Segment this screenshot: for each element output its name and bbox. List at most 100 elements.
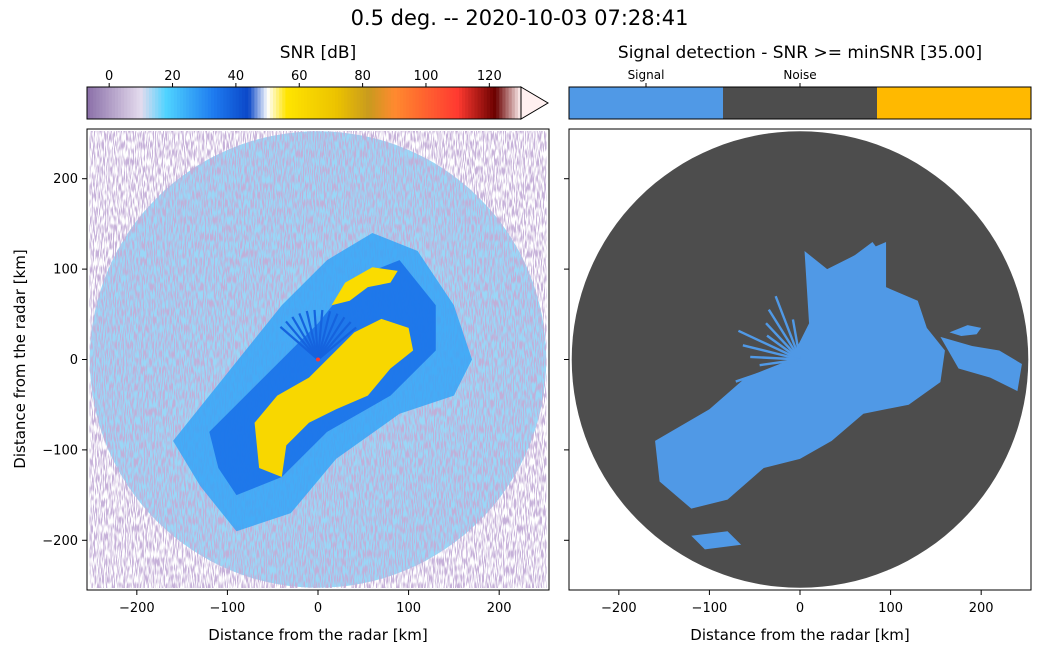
snr-colorbar-segment	[201, 87, 206, 119]
snr-colorbar-segment	[316, 87, 321, 119]
snr-colorbar-segment	[390, 87, 395, 119]
snr-colorbar-segment	[428, 87, 432, 119]
snr-y-tick-label: −100	[42, 443, 78, 458]
snr-colorbar-segment	[412, 87, 417, 119]
snr-colorbar-segment	[375, 87, 379, 119]
snr-colorbar-segment	[440, 87, 445, 119]
detection-signal-region	[655, 241, 945, 509]
snr-colorbar-segment	[99, 87, 104, 119]
snr-colorbar-segment	[471, 87, 476, 119]
detection-spoke	[759, 358, 801, 367]
detection-radial-spokes	[735, 295, 802, 383]
snr-colorbar-segment	[310, 87, 314, 119]
snr-colorbar-segment	[431, 87, 435, 119]
snr-colorbar-segment	[384, 87, 389, 119]
snr-colorbar-segment	[229, 87, 234, 119]
snr-colorbar-segment	[372, 87, 376, 119]
snr-colorbar-segment	[331, 87, 336, 119]
snr-colorbar-segment	[282, 87, 286, 119]
snr-colorbar-segment	[477, 87, 482, 119]
snr-colorbar-segment	[242, 87, 246, 119]
snr-colorbar-segment	[220, 87, 224, 119]
detection-colorbar-tick-label: Signal	[628, 68, 665, 82]
detection-colorbar-segment	[569, 87, 724, 119]
snr-colorbar-segment	[514, 87, 519, 119]
detection-colorbar-segment	[877, 87, 1032, 119]
detection-spoke	[742, 344, 801, 361]
snr-colorbar-segment	[102, 87, 107, 119]
snr-colorbar: 0 20 40 60 80 100 120	[86, 69, 549, 120]
snr-colorbar-segment	[136, 87, 141, 119]
snr-spoke	[291, 316, 319, 361]
snr-colorbar-segment	[257, 87, 262, 119]
snr-colorbar-segment	[276, 87, 280, 119]
detection-colorbar: Signal Noise	[568, 68, 1032, 120]
snr-colorbar-segment	[328, 87, 333, 119]
snr-colorbar-segment	[480, 87, 485, 119]
detection-axes: −200 −100 0 100 200	[564, 128, 1032, 616]
snr-colorbar-segment	[517, 87, 522, 119]
snr-y-axis-label: Distance from the radar [km]	[11, 249, 29, 469]
snr-colorbar-segment	[198, 87, 203, 119]
snr-colorbar-segment	[248, 87, 252, 119]
snr-colorbar-segment	[142, 87, 147, 119]
snr-radial-spokes	[279, 309, 357, 361]
snr-colorbar-segment	[167, 87, 172, 119]
snr-colorbar-segment	[397, 87, 401, 119]
snr-colorbar-segment	[130, 87, 135, 119]
snr-colorbar-segment	[195, 87, 200, 119]
snr-colorbar-segment	[341, 87, 345, 119]
snr-colorbar-segment	[496, 87, 500, 119]
snr-colorbar-segment	[114, 87, 119, 119]
detection-spoke	[774, 295, 802, 360]
detection-spoke	[735, 358, 801, 383]
snr-colorbar-segment	[338, 87, 342, 119]
snr-x-axis-label: Distance from the radar [km]	[208, 626, 428, 644]
snr-colorbar-segment	[183, 87, 187, 119]
detection-x-axis-label: Distance from the radar [km]	[690, 626, 910, 644]
snr-spoke	[317, 326, 357, 361]
snr-colorbar-segment	[288, 87, 293, 119]
detection-spoke	[765, 322, 801, 361]
snr-main-echo-band	[254, 318, 414, 478]
snr-colorbar-segment	[164, 87, 169, 119]
snr-spoke	[316, 310, 332, 360]
snr-colorbar-segment	[486, 87, 491, 119]
snr-colorbar-segment	[421, 87, 426, 119]
snr-colorbar-segment	[505, 87, 510, 119]
snr-colorbar-segment	[325, 87, 330, 119]
snr-spoke	[285, 320, 319, 361]
snr-colorbar-segment	[121, 87, 125, 119]
detection-x-tick-label: 0	[796, 601, 804, 616]
snr-spoke	[316, 309, 324, 360]
snr-colorbar-segment	[291, 87, 296, 119]
snr-y-tick-label: 100	[53, 263, 78, 278]
snr-colorbar-segment	[362, 87, 367, 119]
snr-colorbar-segment	[263, 87, 268, 119]
snr-colorbar-segment	[452, 87, 457, 119]
snr-colorbar-segment	[226, 87, 231, 119]
snr-colorbar-segment	[474, 87, 479, 119]
snr-colorbar-segment	[192, 87, 197, 119]
snr-colorbar-title: SNR [dB]	[279, 43, 357, 63]
detection-x-tick-label: 200	[969, 601, 994, 616]
snr-colorbar-segment	[207, 87, 212, 119]
snr-colorbar-segment	[418, 87, 423, 119]
detection-spoke	[750, 355, 801, 361]
detection-panel-title: Signal detection - SNR >= minSNR [35.00]	[617, 43, 983, 63]
snr-colorbar-segment	[468, 87, 472, 119]
detection-spoke	[766, 334, 801, 361]
snr-colorbar-segment	[90, 87, 94, 119]
snr-colorbar-segment	[294, 87, 299, 119]
snr-colorbar-segment	[105, 87, 110, 119]
snr-colorbar-segment	[161, 87, 166, 119]
snr-colorbar-segment	[424, 87, 429, 119]
snr-colorbar-segment	[335, 87, 339, 119]
snr-colorbar-segment	[449, 87, 454, 119]
snr-colorbar-segment	[269, 87, 274, 119]
snr-colorbar-segment	[459, 87, 463, 119]
detection-colorbar-frame	[568, 86, 1032, 120]
snr-colorbar-segment	[455, 87, 460, 119]
snr-colorbar-segment	[254, 87, 259, 119]
